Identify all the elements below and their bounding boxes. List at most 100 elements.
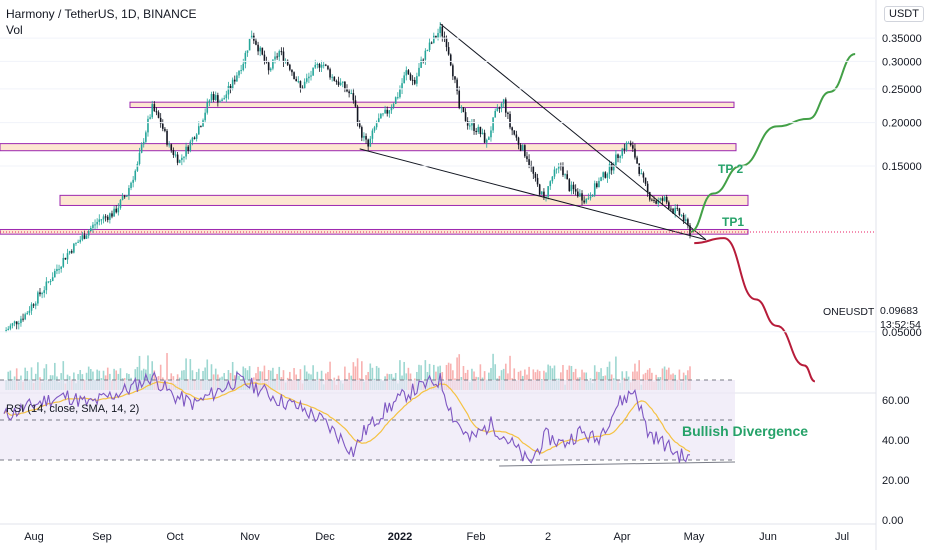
candle-body <box>106 216 109 220</box>
time-tick-label: Apr <box>613 531 630 543</box>
candle-body <box>109 213 111 220</box>
candle-body <box>73 243 75 253</box>
candle-body <box>303 81 306 89</box>
candle-body <box>670 208 672 210</box>
candle-body <box>291 69 293 73</box>
candle-body <box>598 180 600 188</box>
price-tick-label: 0.30000 <box>882 56 922 68</box>
candle-body <box>221 99 223 102</box>
candle-body <box>212 94 215 100</box>
candle-body <box>646 183 649 193</box>
candle-body <box>79 239 82 242</box>
candle-body <box>274 56 276 60</box>
volume-bar <box>479 364 482 390</box>
currency-button[interactable]: USDT <box>884 6 924 22</box>
time-tick-label: Nov <box>240 531 260 543</box>
candle-body <box>591 195 594 197</box>
candle-body <box>219 101 221 103</box>
candle-body <box>426 49 429 51</box>
candle-body <box>625 142 628 150</box>
volume-bar <box>119 368 122 390</box>
candle-body <box>185 146 187 157</box>
candle-body <box>348 91 350 94</box>
candle-body <box>418 67 420 77</box>
candle-body <box>388 110 391 114</box>
volume-bar <box>138 355 141 390</box>
candle-body <box>435 35 437 38</box>
time-tick-label: Aug <box>24 531 44 543</box>
candle-body <box>128 188 130 196</box>
volume-bar <box>615 356 617 390</box>
candle-body <box>653 199 655 201</box>
volume-bar <box>420 365 422 390</box>
volume-bar <box>407 367 410 390</box>
candle-body <box>231 79 234 89</box>
candle-body <box>47 281 50 283</box>
rsi-title[interactable]: RSI (14, close, SMA, 14, 2) <box>6 403 140 415</box>
volume-bar <box>562 364 564 390</box>
candle-body <box>204 112 206 121</box>
volume-bar <box>678 369 681 390</box>
volume-label[interactable]: Vol <box>6 23 23 37</box>
candle-body <box>238 70 240 76</box>
candle-body <box>612 166 615 171</box>
symbol-title[interactable]: Harmony / TetherUS, 1D, BINANCE <box>6 7 197 21</box>
volume-bar <box>568 365 571 390</box>
volume-bar <box>668 367 670 390</box>
candle-body <box>18 323 20 325</box>
candle-body <box>399 89 401 98</box>
candle-body <box>507 112 509 115</box>
candle-body <box>464 112 467 122</box>
volume-bar <box>593 365 596 390</box>
volume-bar <box>361 361 363 390</box>
volume-bar <box>553 365 556 390</box>
volume-bar <box>377 367 380 390</box>
candle-body <box>37 292 39 304</box>
rsi-tick-label: 0.00 <box>882 515 903 527</box>
candle-body <box>168 144 170 146</box>
candle-body <box>475 130 477 132</box>
volume-bar <box>689 366 691 390</box>
candle-body <box>462 107 465 113</box>
candle-body <box>22 318 24 320</box>
candle-body <box>445 38 448 48</box>
candle-body <box>56 269 58 272</box>
candle-body <box>365 136 367 140</box>
candle-body <box>485 139 488 143</box>
volume-bar <box>663 366 666 390</box>
candle-body <box>511 127 513 131</box>
candle-body <box>308 76 310 79</box>
candle-body <box>15 321 18 325</box>
candle-body <box>570 184 573 192</box>
volume-bar <box>494 364 497 390</box>
candle-body <box>341 81 344 83</box>
candle-body <box>257 44 259 52</box>
candle-body <box>526 156 528 160</box>
divergence-line <box>499 461 736 467</box>
volume-bar <box>189 359 192 390</box>
candle-body <box>576 191 579 197</box>
candle-body <box>587 198 590 200</box>
candle-body <box>11 323 14 326</box>
candle-body <box>312 67 314 76</box>
candle-body <box>121 196 124 200</box>
candle-body <box>377 118 380 123</box>
candle-body <box>337 81 340 85</box>
candle-body <box>7 328 10 331</box>
candle-body <box>161 123 164 129</box>
bearish-projection-path <box>694 237 816 383</box>
candle-body <box>320 64 323 68</box>
candle-body <box>314 64 317 68</box>
candle-body <box>335 80 338 82</box>
bullish-divergence-label: Bullish Divergence <box>682 423 809 439</box>
candle-body <box>504 99 507 113</box>
candle-body <box>181 157 183 160</box>
candle-body <box>280 51 283 53</box>
candle-body <box>424 50 427 60</box>
candle-body <box>621 148 624 156</box>
volume-bar <box>244 368 247 390</box>
volume-bar <box>344 366 346 390</box>
candle-body <box>619 155 621 159</box>
candle-body <box>441 26 444 37</box>
